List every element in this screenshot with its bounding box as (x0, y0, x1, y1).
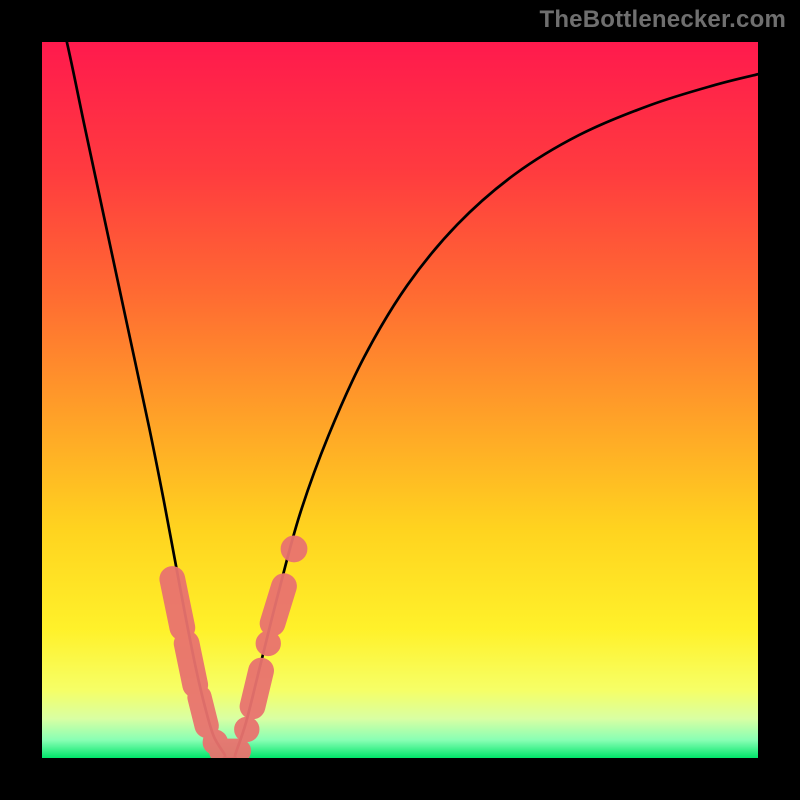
plot-background (42, 42, 758, 758)
watermark-text: TheBottlenecker.com (539, 6, 786, 34)
data-marker (172, 579, 182, 628)
chart-svg (0, 0, 800, 800)
data-marker (200, 697, 207, 726)
data-marker (281, 536, 307, 562)
data-marker (187, 643, 196, 685)
data-marker (253, 671, 262, 707)
chart-stage: TheBottlenecker.com (0, 0, 800, 800)
data-marker (235, 717, 259, 741)
data-marker (273, 586, 284, 623)
